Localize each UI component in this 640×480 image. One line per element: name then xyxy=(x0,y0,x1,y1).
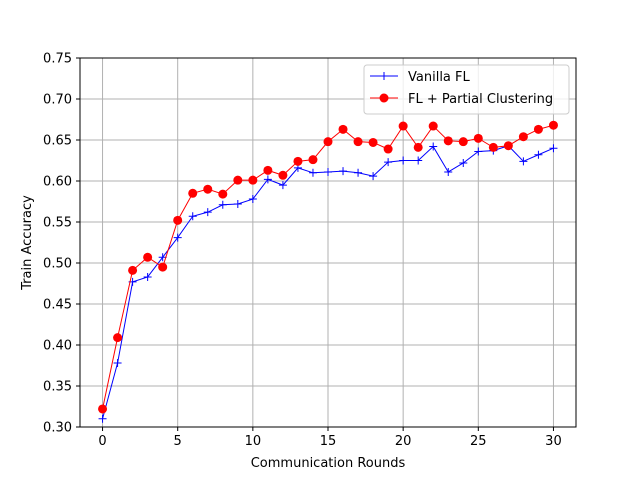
y-axis-label: Train Accuracy xyxy=(20,195,35,291)
data-point xyxy=(218,189,228,199)
x-tick-label: 5 xyxy=(174,434,182,449)
data-point xyxy=(519,157,528,166)
legend-label: Vanilla FL xyxy=(408,70,471,85)
y-tick-label: 0.30 xyxy=(43,421,72,436)
data-point xyxy=(444,167,453,176)
data-point xyxy=(458,137,468,147)
data-point xyxy=(143,272,152,281)
data-point xyxy=(203,184,213,194)
data-point xyxy=(383,144,393,154)
data-point xyxy=(188,212,197,221)
data-point xyxy=(549,144,558,153)
data-point xyxy=(113,359,122,368)
data-point xyxy=(353,137,363,147)
data-point xyxy=(534,150,543,159)
data-point xyxy=(278,170,288,180)
data-point xyxy=(443,136,453,146)
data-point xyxy=(488,142,498,152)
data-point xyxy=(474,147,483,156)
legend: Vanilla FL FL + Partial Clustering xyxy=(363,64,570,115)
y-tick-label: 0.60 xyxy=(43,175,72,190)
data-point xyxy=(548,120,558,130)
x-tick-label: 20 xyxy=(395,434,412,449)
x-tick-label: 10 xyxy=(245,434,262,449)
data-point xyxy=(308,168,317,177)
data-point xyxy=(324,167,332,176)
legend-entry-vanilla-fl: Vanilla FL xyxy=(370,70,471,85)
y-tick-label: 0.75 xyxy=(43,52,72,67)
x-axis-label: Communication Rounds xyxy=(251,456,406,471)
data-point xyxy=(293,156,303,166)
x-axis-ticks: 0 5 10 15 20 25 30 xyxy=(98,427,562,449)
data-point xyxy=(263,175,272,184)
data-point xyxy=(368,137,378,147)
data-point xyxy=(518,132,528,142)
data-point xyxy=(369,172,378,181)
legend-marker-circle xyxy=(379,93,389,103)
x-tick-label: 15 xyxy=(320,434,337,449)
y-tick-label: 0.50 xyxy=(43,257,72,272)
x-tick-label: 25 xyxy=(470,434,487,449)
data-point xyxy=(143,252,153,262)
data-point xyxy=(278,181,287,190)
data-point xyxy=(413,142,423,152)
data-point xyxy=(384,158,393,167)
data-point xyxy=(248,195,257,204)
data-point xyxy=(158,262,168,272)
y-tick-label: 0.35 xyxy=(43,380,72,395)
data-point xyxy=(459,158,468,167)
data-point xyxy=(218,200,227,209)
data-point xyxy=(354,168,363,177)
y-tick-label: 0.40 xyxy=(43,339,72,354)
data-point xyxy=(173,215,183,225)
y-tick-label: 0.65 xyxy=(43,134,72,149)
data-point xyxy=(98,414,107,423)
data-point xyxy=(398,121,408,131)
series-layer xyxy=(98,120,558,423)
x-tick-label: 30 xyxy=(545,434,562,449)
y-axis-ticks: 0.30 0.35 0.40 0.45 0.50 0.55 0.60 0.65 0.70 0.75 xyxy=(43,52,80,436)
data-point xyxy=(233,175,243,185)
legend-label: FL + Partial Clustering xyxy=(408,92,553,107)
y-tick-label: 0.55 xyxy=(43,216,72,231)
data-point xyxy=(323,137,333,147)
legend-marker-plus xyxy=(380,72,388,80)
data-point xyxy=(233,199,242,208)
series-1 xyxy=(98,120,558,414)
data-point xyxy=(399,156,408,165)
legend-box xyxy=(363,64,570,115)
data-point xyxy=(113,333,123,343)
data-point xyxy=(128,265,138,275)
x-tick-label: 0 xyxy=(98,434,106,449)
data-point xyxy=(263,165,273,175)
y-tick-label: 0.70 xyxy=(43,93,72,108)
data-point xyxy=(429,142,438,151)
y-tick-label: 0.45 xyxy=(43,298,72,313)
data-point xyxy=(339,167,348,176)
data-point xyxy=(533,124,543,134)
data-point xyxy=(428,121,438,131)
data-point xyxy=(203,208,212,217)
data-point xyxy=(308,155,318,165)
data-point xyxy=(248,175,258,185)
data-point xyxy=(173,233,182,242)
data-point xyxy=(503,141,513,151)
data-point xyxy=(473,133,483,143)
data-point xyxy=(338,124,348,134)
data-point xyxy=(188,188,198,198)
data-point xyxy=(414,156,423,165)
legend-entry-fl-partial-clustering: FL + Partial Clustering xyxy=(370,92,553,107)
data-point xyxy=(98,404,108,414)
